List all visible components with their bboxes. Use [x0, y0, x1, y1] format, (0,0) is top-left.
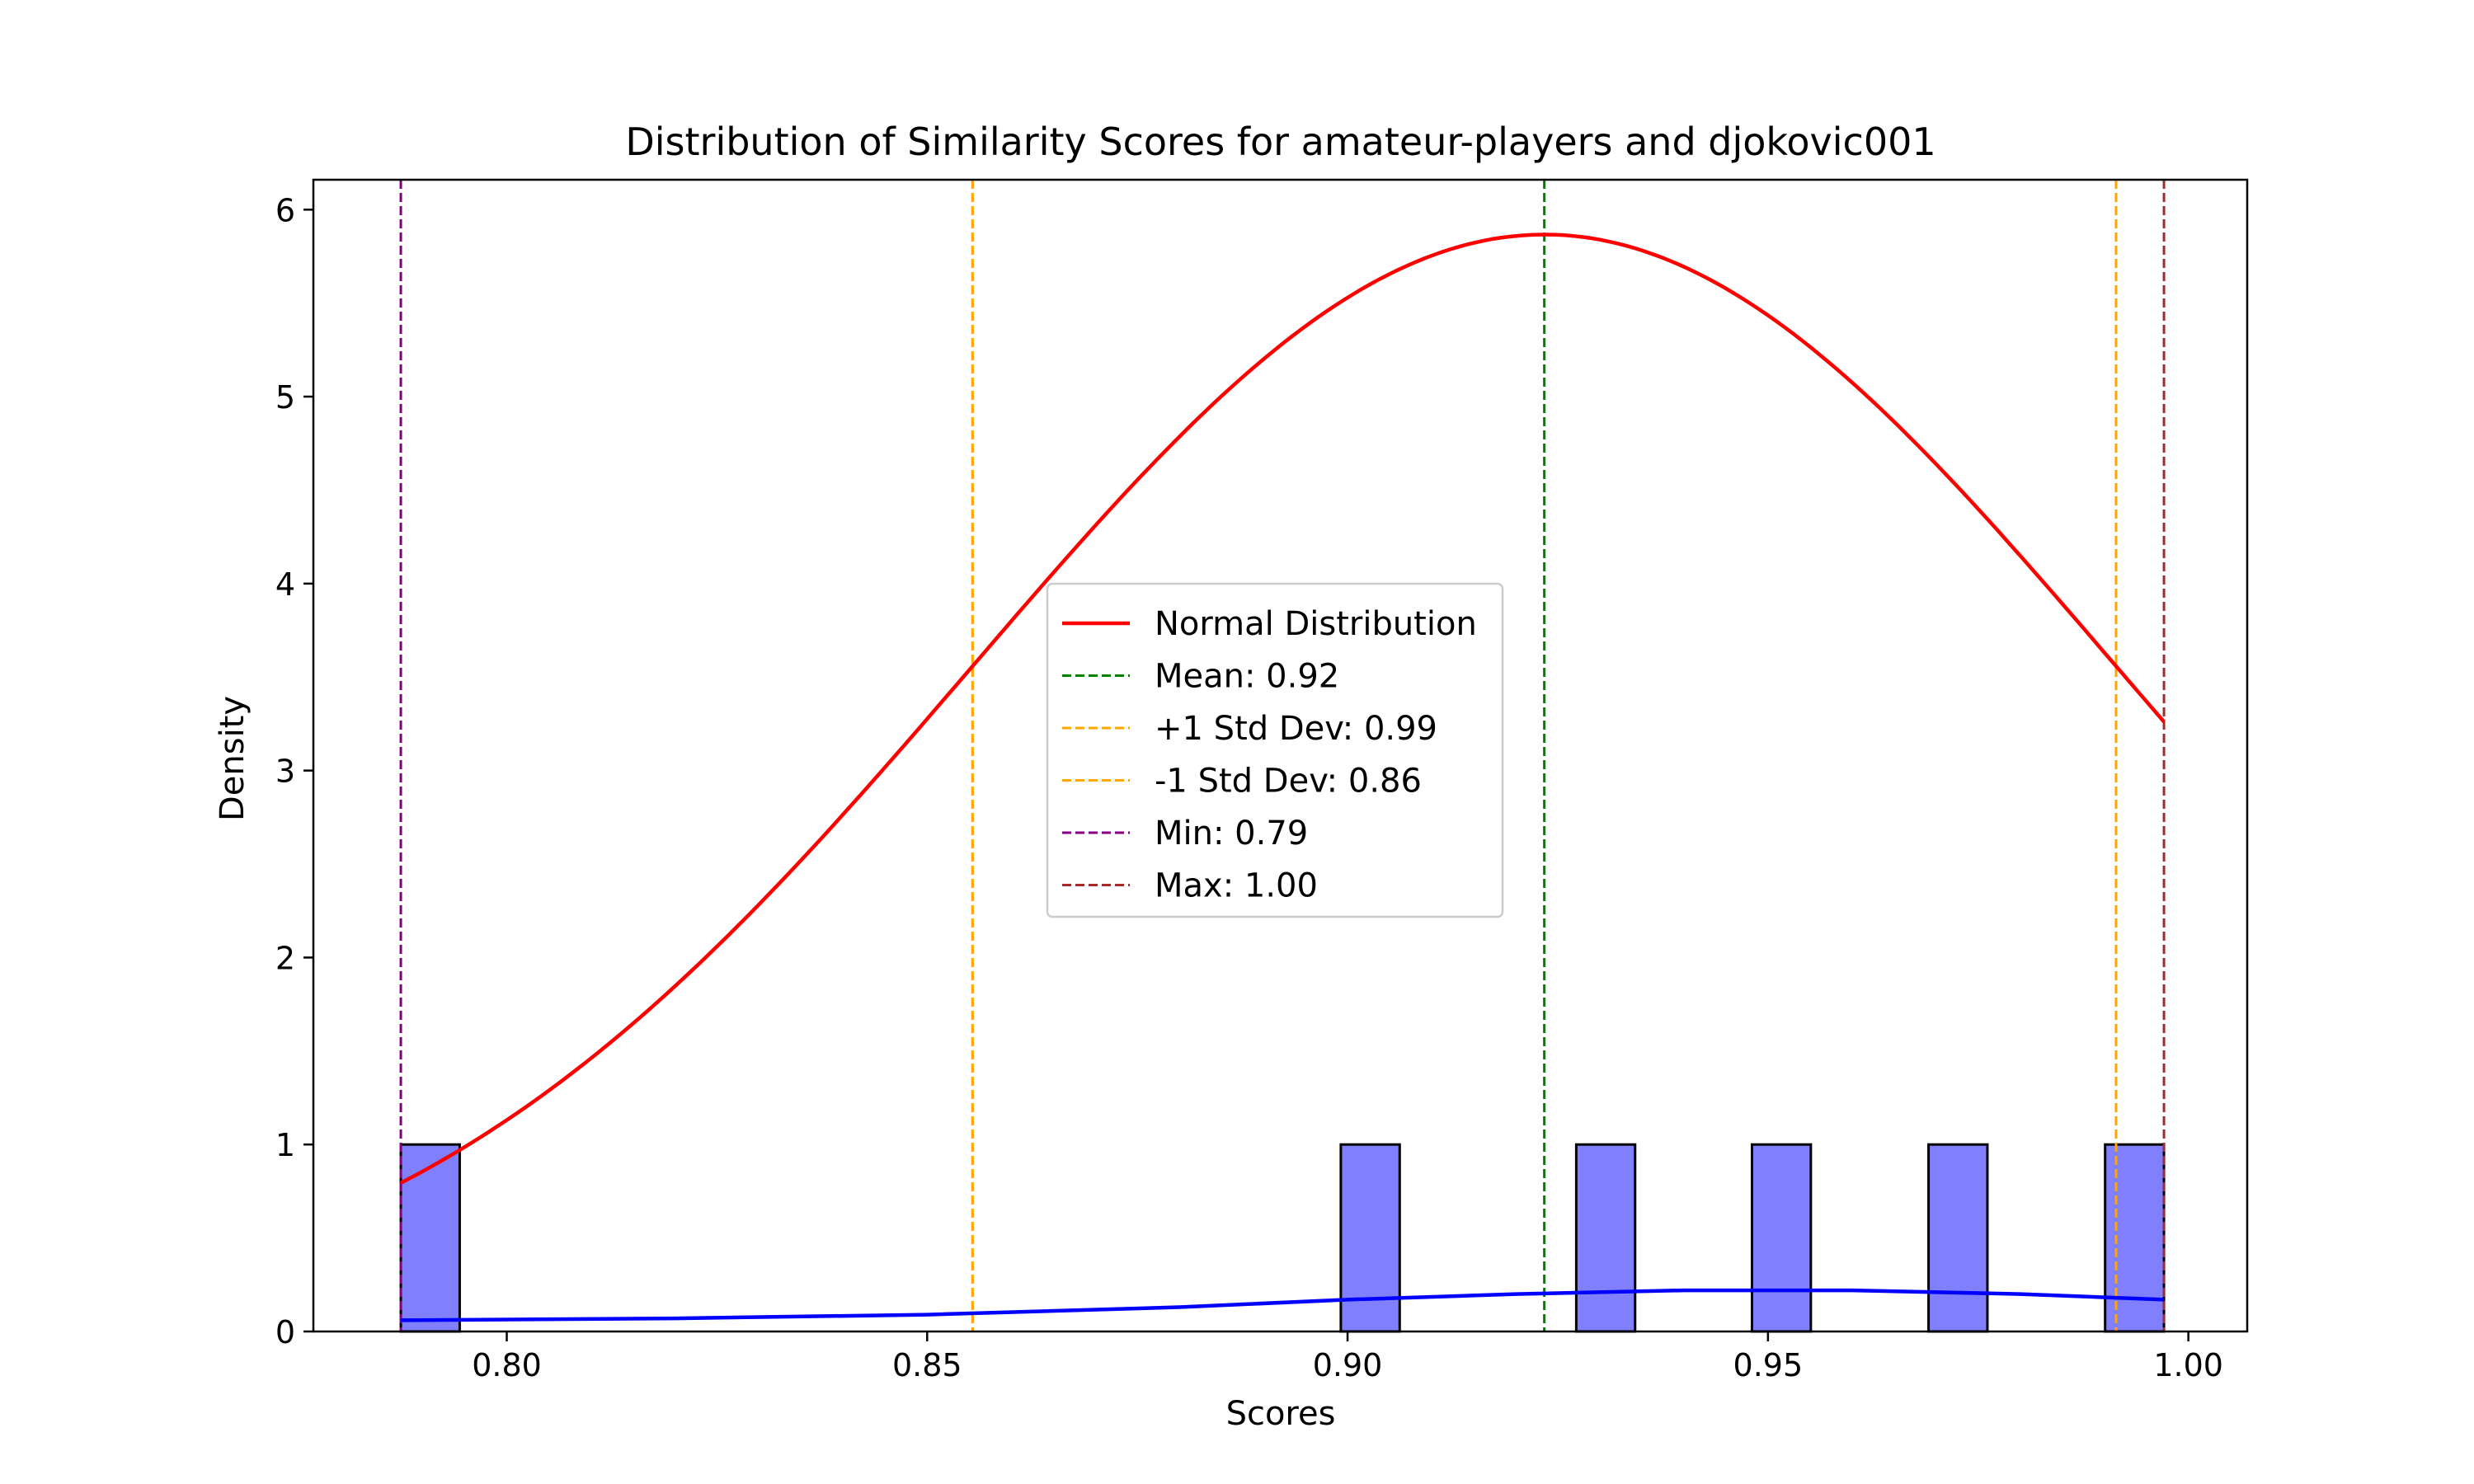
histogram-bar: [399, 1143, 461, 1333]
y-axis: 0 1 2 3 4 5 6: [275, 192, 313, 1350]
y-tick-label: 0: [275, 1314, 295, 1350]
histogram-bar: [1339, 1143, 1401, 1333]
histogram-bar: [1750, 1143, 1813, 1333]
legend: Normal Distribution Mean: 0.92 +1 Std Dev:…: [1046, 582, 1504, 918]
x-tick-label: 0.80: [472, 1347, 542, 1383]
legend-label: Max: 1.00: [1155, 867, 1318, 905]
y-tick-label: 6: [275, 192, 295, 228]
y-tick-label: 1: [275, 1127, 295, 1163]
legend-box: [1046, 582, 1504, 918]
x-axis-label: Scores: [1226, 1395, 1336, 1433]
x-tick-label: 0.90: [1313, 1347, 1383, 1383]
chart-title: Distribution of Similarity Scores for am…: [625, 120, 1935, 164]
y-tick-label: 3: [275, 754, 295, 790]
normal-distribution-curve: [399, 232, 2166, 1185]
legend-label: Mean: 0.92: [1155, 658, 1339, 696]
y-axis-label: Density: [214, 696, 252, 821]
histogram-bar: [1574, 1143, 1637, 1333]
x-tick-label: 1.00: [2153, 1347, 2223, 1383]
plot-frame: [312, 178, 2249, 1333]
legend-label: Min: 0.79: [1155, 815, 1308, 852]
histogram-bar: [2104, 1143, 2166, 1333]
x-tick-label: 0.95: [1733, 1347, 1804, 1383]
kde-curve: [400, 1288, 2165, 1322]
legend-label: -1 Std Dev: 0.86: [1155, 763, 1422, 801]
x-tick-label: 0.85: [892, 1347, 962, 1383]
y-tick-label: 2: [275, 940, 295, 976]
legend-label: Normal Distribution: [1155, 605, 1477, 643]
histogram-bar: [1927, 1143, 1989, 1333]
y-tick-label: 4: [275, 566, 295, 603]
plot-area: [312, 178, 2249, 1333]
legend-label: +1 Std Dev: 0.99: [1155, 710, 1437, 748]
x-axis: 0.80 0.85 0.90 0.95 1.00: [472, 1331, 2223, 1383]
y-tick-label: 5: [275, 379, 295, 416]
